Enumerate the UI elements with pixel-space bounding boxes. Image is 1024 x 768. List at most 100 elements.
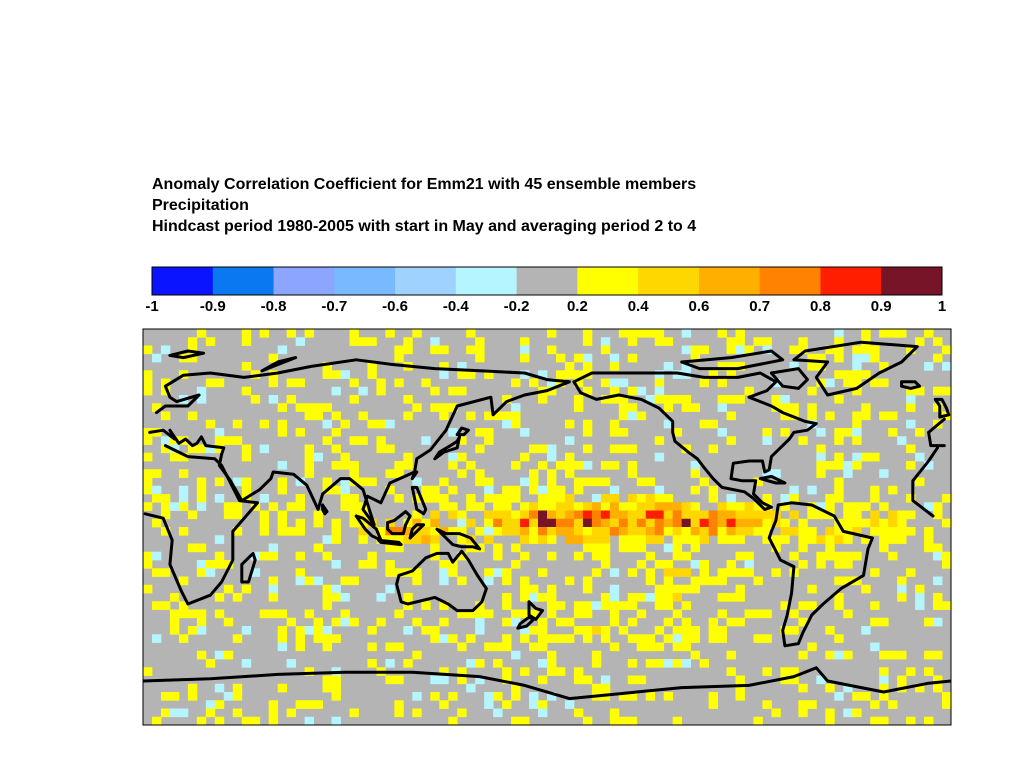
correlation-cell (430, 337, 440, 346)
correlation-cell (430, 551, 440, 561)
correlation-cell (196, 386, 207, 396)
correlation-cell (564, 494, 575, 503)
correlation-cell (529, 485, 539, 495)
correlation-cell (834, 329, 844, 338)
correlation-cell (529, 518, 539, 528)
correlation-cell (834, 353, 844, 363)
correlation-cell (879, 535, 889, 544)
correlation-cell (205, 708, 216, 718)
correlation-cell (502, 593, 512, 602)
correlation-cell (888, 329, 898, 338)
correlation-cell (627, 568, 638, 577)
coastline-sri-lanka (321, 503, 329, 516)
correlation-cell (511, 419, 521, 429)
correlation-cell (618, 411, 629, 421)
correlation-cell (331, 386, 341, 396)
correlation-cell (852, 419, 862, 429)
correlation-cell (753, 477, 763, 487)
correlation-cell (897, 527, 907, 536)
correlation-cell (564, 436, 575, 445)
correlation-cell (879, 518, 889, 528)
correlation-cell (205, 419, 216, 429)
correlation-cell (708, 485, 718, 495)
correlation-cell (466, 683, 476, 693)
correlation-cell (268, 378, 279, 388)
correlation-cell (277, 461, 288, 470)
coastline-europe-asia (148, 358, 946, 527)
correlation-cell (852, 692, 862, 701)
correlation-cell (547, 510, 557, 520)
correlation-cell (663, 560, 674, 569)
correlation-cell (304, 626, 314, 635)
correlation-cell (520, 535, 530, 544)
correlation-cell (520, 593, 530, 602)
correlation-cell (627, 411, 638, 421)
correlation-cell (169, 502, 180, 511)
correlation-cell (331, 428, 341, 437)
correlation-cell (600, 461, 611, 470)
correlation-cell (511, 403, 521, 412)
correlation-cell (484, 700, 494, 709)
correlation-cell (933, 551, 943, 561)
correlation-cell (861, 370, 871, 379)
correlation-cell (825, 708, 835, 718)
coastline-canadian-islands (680, 349, 785, 371)
correlation-cell (394, 675, 404, 685)
correlation-cell (376, 444, 386, 454)
correlation-cell (726, 436, 736, 445)
correlation-cell (717, 527, 727, 536)
correlation-cell (654, 378, 665, 388)
correlation-cell (340, 576, 350, 586)
correlation-cell (304, 444, 314, 454)
correlation-cell (529, 502, 539, 511)
correlation-cell (834, 551, 844, 561)
correlation-cell (906, 568, 916, 577)
correlation-cell (214, 716, 225, 725)
correlation-cell (762, 535, 772, 544)
correlation-cell (672, 395, 683, 404)
correlation-cell (457, 609, 467, 619)
correlation-cell (143, 469, 153, 478)
correlation-cell (466, 659, 476, 668)
correlation-cell (151, 568, 162, 577)
correlation-cell (160, 411, 171, 421)
correlation-cell (520, 452, 530, 462)
correlation-cell (798, 617, 808, 627)
correlation-cell (663, 527, 674, 536)
correlation-cell (502, 395, 512, 404)
correlation-cell (663, 419, 674, 429)
correlation-cell (340, 502, 350, 511)
correlation-cell (627, 518, 638, 528)
correlation-cell (430, 527, 440, 536)
correlation-cell (295, 428, 305, 437)
correlation-cell (160, 527, 171, 536)
correlation-cell (286, 659, 297, 668)
correlation-cell (636, 494, 647, 503)
correlation-cell (762, 494, 772, 503)
correlation-cell (933, 543, 943, 553)
correlation-cell (520, 626, 530, 635)
correlation-cell (502, 642, 512, 652)
correlation-cell (681, 568, 692, 577)
correlation-cell (196, 609, 207, 619)
correlation-cell (726, 560, 736, 569)
correlation-cell (780, 403, 790, 412)
correlation-cell (843, 560, 853, 569)
correlation-cell (924, 716, 934, 725)
correlation-cell (699, 477, 709, 487)
correlation-cell (143, 452, 153, 462)
correlation-cell (690, 535, 701, 544)
correlation-cell (798, 708, 808, 718)
correlation-cell (735, 568, 745, 577)
correlation-cell (322, 419, 332, 429)
correlation-cell (780, 494, 790, 503)
correlation-cell (717, 378, 727, 388)
correlation-cell (529, 378, 539, 388)
correlation-cell (636, 386, 647, 396)
correlation-cell (564, 469, 575, 478)
correlation-cell (448, 461, 458, 470)
correlation-cell (879, 650, 889, 660)
correlation-cell (232, 502, 243, 511)
colorbar-tick-label: -0.4 (443, 298, 470, 315)
correlation-cell (618, 692, 629, 701)
